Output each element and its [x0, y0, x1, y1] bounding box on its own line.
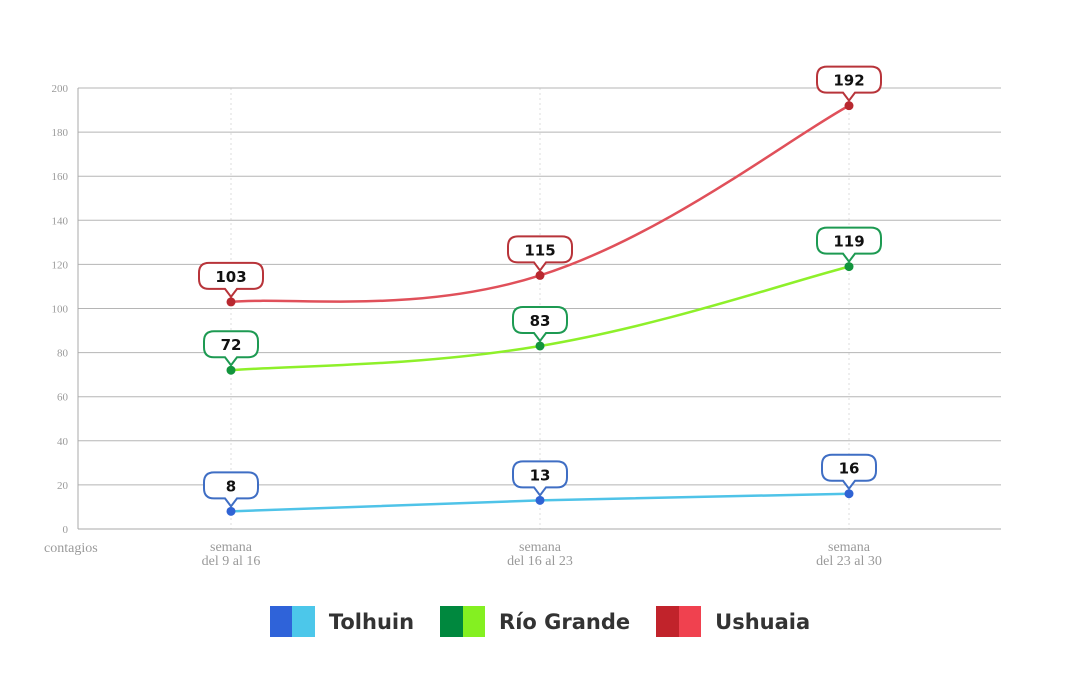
data-point-ushuaia [535, 270, 545, 280]
y-tick-label: 0 [63, 524, 69, 536]
y-axis-title: contagios [44, 541, 98, 556]
data-label-bubble-tolhuin [203, 471, 259, 509]
data-point-tolhuin [535, 495, 545, 505]
y-tick-label: 40 [57, 436, 69, 448]
y-tick-label: 160 [52, 171, 69, 183]
data-label-ushuaia: 115 [524, 241, 555, 259]
bubble-layer: 8 13 16 72 83 119 103 115 192 [198, 65, 882, 509]
legend-item-ushuaia[interactable]: Ushuaia [656, 606, 810, 637]
data-point-tolhuin [844, 489, 854, 499]
swatch-light [292, 606, 315, 637]
y-tick-label: 80 [57, 348, 69, 360]
data-point-ushuaia [226, 297, 236, 307]
legend-label-rio-grande: Río Grande [499, 609, 631, 634]
data-label-bubble-rio-grande [203, 330, 259, 367]
swatch-dark [656, 606, 679, 637]
data-point-rio-grande [844, 262, 854, 272]
y-tick-label: 120 [52, 259, 69, 271]
data-label-rio-grande: 72 [221, 336, 242, 354]
data-label-bubble-ushuaia [198, 261, 264, 299]
data-label-bubble-rio-grande [512, 305, 568, 343]
legend-swatch-tolhuin [269, 606, 315, 637]
y-tick-label: 100 [52, 304, 69, 316]
legend-item-tolhuin[interactable]: Tolhuin [269, 606, 415, 637]
legend-swatch-rio-grande [440, 606, 486, 637]
swatch-dark [440, 606, 463, 637]
data-label-tolhuin: 13 [530, 466, 551, 484]
swatch-light [678, 606, 702, 637]
axis-layer: contagios 0 20 40 60 80 100 120 140 160 180 200 sem… [44, 83, 882, 569]
data-label-bubble-rio-grande [816, 226, 882, 264]
legend: Tolhuin Río Grande Ushuaia [0, 606, 1080, 637]
data-label-ushuaia: 103 [215, 268, 246, 286]
y-tick-label: 180 [52, 127, 69, 139]
x-tick-label: semana del 23 al 30 [816, 540, 882, 569]
data-label-bubble-tolhuin [512, 460, 568, 498]
data-label-ushuaia: 192 [833, 72, 864, 90]
data-label-rio-grande: 119 [833, 233, 864, 251]
y-tick-label: 200 [52, 83, 69, 95]
series-layer [226, 101, 854, 516]
x-tick-label: semana del 9 al 16 [202, 540, 261, 569]
data-point-tolhuin [226, 506, 236, 516]
swatch-light [462, 606, 486, 637]
data-label-tolhuin: 8 [226, 477, 236, 495]
data-label-bubble-ushuaia [507, 235, 573, 273]
data-label-rio-grande: 83 [530, 312, 551, 330]
y-tick-label: 140 [52, 215, 69, 227]
data-point-rio-grande [226, 365, 236, 375]
data-label-tolhuin: 16 [839, 460, 860, 478]
data-point-rio-grande [535, 341, 545, 351]
x-tick-label: semana del 16 al 23 [507, 540, 573, 569]
data-point-ushuaia [844, 101, 854, 111]
data-label-bubble-ushuaia [816, 65, 882, 103]
legend-swatch-ushuaia [656, 606, 702, 637]
y-tick-label: 20 [57, 480, 69, 492]
legend-label-tolhuin: Tolhuin [328, 609, 415, 634]
swatch-dark [269, 606, 293, 637]
legend-item-rio-grande[interactable]: Río Grande [440, 606, 630, 637]
y-tick-label: 60 [57, 392, 69, 404]
data-label-bubble-tolhuin [821, 453, 877, 491]
legend-label-ushuaia: Ushuaia [715, 609, 811, 634]
